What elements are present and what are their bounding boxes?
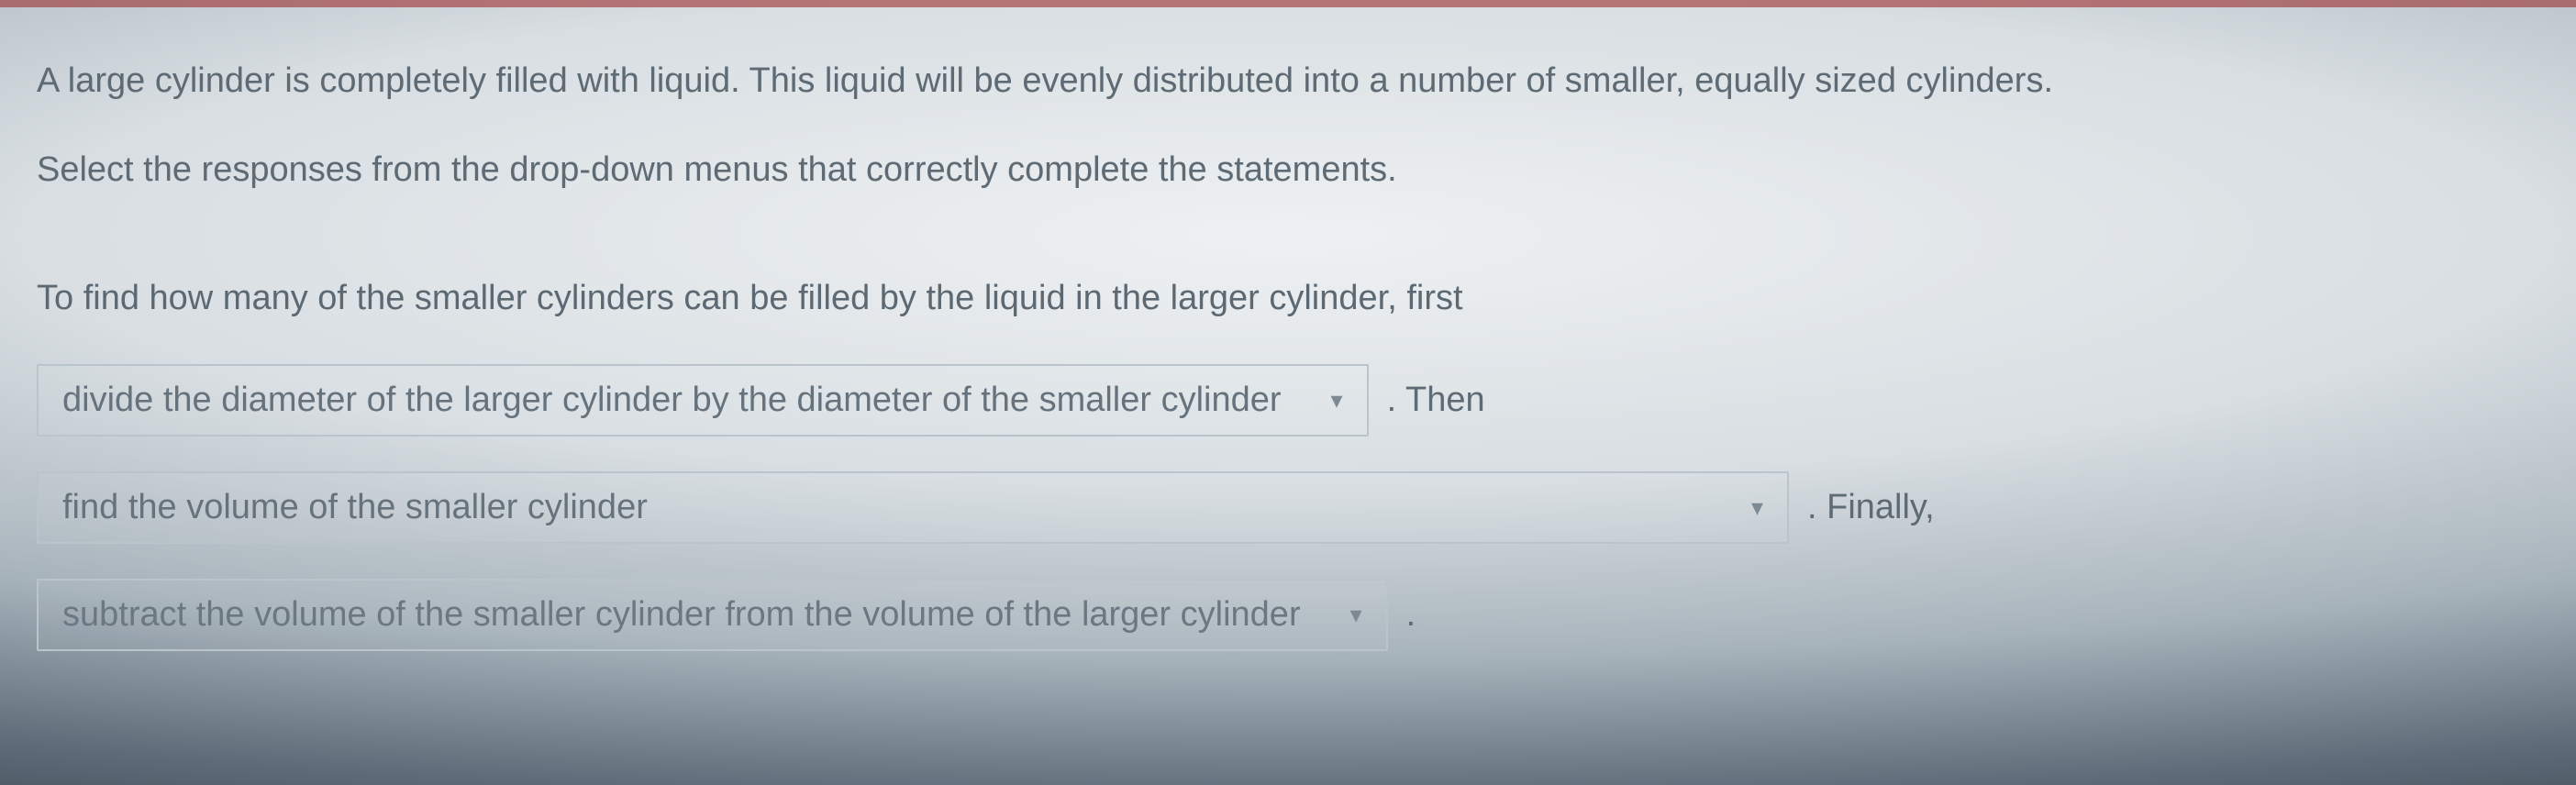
response-row-2: find the volume of the smaller cylinder … bbox=[37, 471, 2539, 544]
dropdown-step-2-selected: find the volume of the smaller cylinder bbox=[62, 488, 648, 527]
connector-text-2: . Finally, bbox=[1807, 488, 1935, 527]
question-page: A large cylinder is completely filled wi… bbox=[0, 0, 2576, 785]
dropdown-step-1[interactable]: divide the diameter of the larger cylind… bbox=[37, 364, 1369, 437]
dropdown-step-3[interactable]: subtract the volume of the smaller cylin… bbox=[37, 579, 1388, 651]
dropdown-step-3-selected: subtract the volume of the smaller cylin… bbox=[62, 595, 1301, 635]
response-row-1: divide the diameter of the larger cylind… bbox=[37, 364, 2539, 437]
response-row-3: subtract the volume of the smaller cylin… bbox=[37, 579, 2539, 651]
dropdown-step-2[interactable]: find the volume of the smaller cylinder … bbox=[37, 471, 1789, 544]
chevron-down-icon: ▾ bbox=[1751, 493, 1763, 522]
dropdown-step-1-selected: divide the diameter of the larger cylind… bbox=[62, 381, 1282, 420]
chevron-down-icon: ▾ bbox=[1331, 386, 1343, 415]
question-text-line2: Select the responses from the drop-down … bbox=[37, 144, 2539, 196]
question-text-line1: A large cylinder is completely filled wi… bbox=[37, 55, 2539, 107]
sentence-lead: To find how many of the smaller cylinder… bbox=[37, 279, 2539, 318]
connector-text-3: . bbox=[1406, 595, 1416, 635]
chevron-down-icon: ▾ bbox=[1350, 601, 1362, 629]
connector-text-1: . Then bbox=[1387, 381, 1485, 420]
